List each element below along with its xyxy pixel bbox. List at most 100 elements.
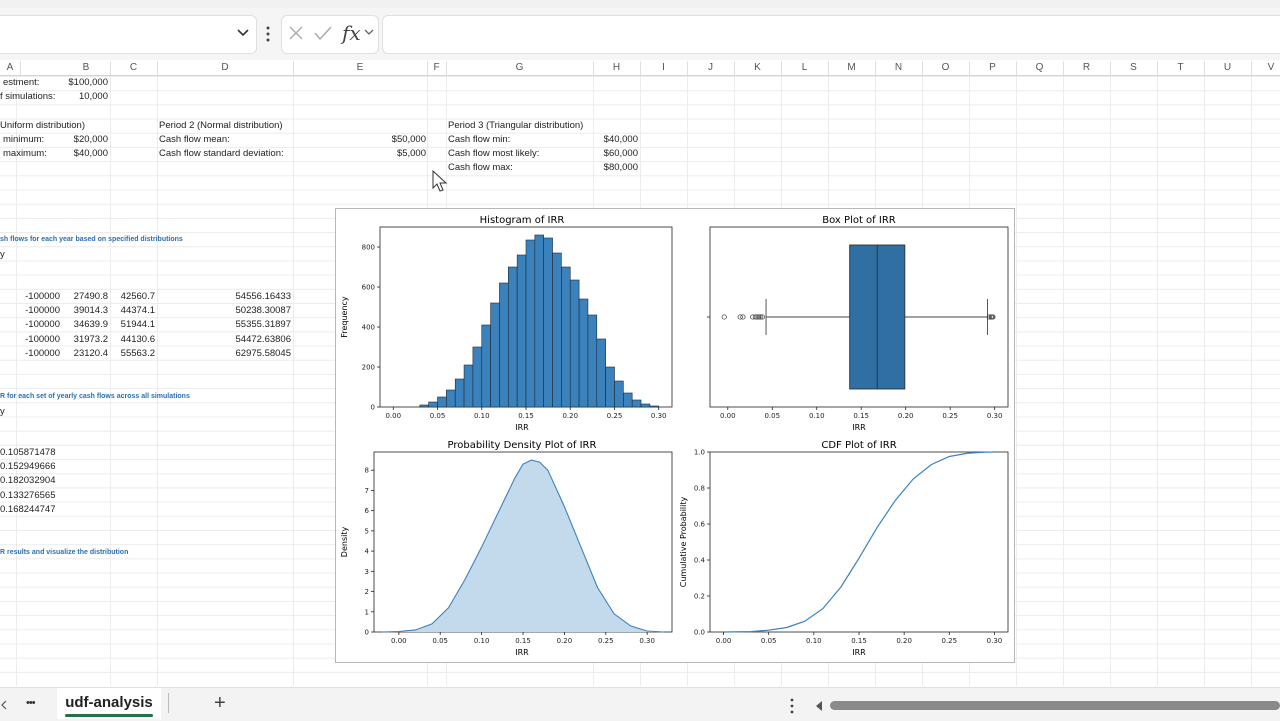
column-header-p[interactable]: P bbox=[969, 61, 1017, 75]
histogram-ytick-label: 200 bbox=[362, 364, 375, 372]
add-sheet-button[interactable]: + bbox=[214, 692, 226, 714]
column-header-c[interactable]: C bbox=[110, 61, 158, 75]
cell-e-mean[interactable]: $50,000 bbox=[391, 134, 426, 145]
cashflow-cell[interactable]: 42560.7 bbox=[120, 291, 155, 302]
cell-d-mean[interactable]: Cash flow mean: bbox=[159, 134, 230, 145]
options-icon[interactable] bbox=[788, 697, 796, 715]
column-header-q[interactable]: Q bbox=[1016, 61, 1064, 75]
column-header-r[interactable]: R bbox=[1063, 61, 1111, 75]
histogram-bar bbox=[569, 279, 580, 408]
column-header-i[interactable]: I bbox=[640, 61, 688, 75]
column-header-j[interactable]: J bbox=[687, 61, 735, 75]
chevron-down-icon[interactable] bbox=[236, 25, 250, 39]
cashflow-cell[interactable]: 50238.30087 bbox=[235, 305, 291, 317]
cashflow-cell[interactable]: 55355.31897 bbox=[235, 319, 291, 331]
cell-a-simulations[interactable]: f simulations: bbox=[0, 91, 56, 102]
column-header-v[interactable]: V bbox=[1251, 61, 1280, 75]
cell-d-std[interactable]: Cash flow standard deviation: bbox=[159, 148, 284, 159]
irr-value-cell[interactable]: 0.152949666 bbox=[0, 461, 56, 473]
cell-b-simulations[interactable]: 10,000 bbox=[78, 91, 108, 102]
cashflow-cell[interactable]: 51944.1 bbox=[120, 319, 155, 331]
note-cashflows[interactable]: sh flows for each year based on specifie… bbox=[0, 236, 183, 243]
irr-value-cell[interactable]: 0.182032904 bbox=[0, 475, 56, 487]
cell-h-likely[interactable]: $60,000 bbox=[603, 148, 638, 159]
column-header-m[interactable]: M bbox=[828, 61, 876, 75]
cashflow-cell[interactable]: 34639.9 bbox=[73, 319, 108, 331]
irr-chart-image[interactable]: Histogram of IRR 0.00 0.05 0.10 0.15 0.20 0.2… bbox=[335, 208, 1015, 663]
column-header-u[interactable]: U bbox=[1204, 61, 1252, 75]
density-ytick-label: 0 bbox=[365, 629, 369, 637]
insert-function-button[interactable]: fx bbox=[342, 21, 361, 45]
horizontal-scrollbar[interactable] bbox=[830, 701, 1280, 710]
cashflow-cell[interactable]: -100000 bbox=[25, 291, 60, 302]
name-box[interactable] bbox=[0, 15, 257, 54]
column-header-h[interactable]: H bbox=[593, 61, 641, 75]
irr-value-cell[interactable]: 0.105871478 bbox=[0, 447, 56, 458]
cancel-icon[interactable] bbox=[288, 25, 304, 41]
cell-b-max[interactable]: $40,000 bbox=[73, 148, 108, 159]
column-gridline bbox=[1204, 76, 1205, 686]
column-header-a[interactable]: A bbox=[0, 61, 21, 75]
histogram-title: Histogram of IRR bbox=[480, 215, 565, 226]
histogram-ylabel: Frequency bbox=[340, 296, 349, 338]
cashflow-cell[interactable]: -100000 bbox=[25, 333, 60, 345]
more-options-icon[interactable] bbox=[263, 24, 273, 44]
column-header-l[interactable]: L bbox=[781, 61, 829, 75]
cell-e-std[interactable]: $5,000 bbox=[396, 148, 426, 159]
cashflow-cell[interactable]: -100000 bbox=[25, 305, 60, 317]
cell-d-period2[interactable]: Period 2 (Normal distribution) bbox=[159, 120, 283, 131]
boxplot-outlier bbox=[759, 314, 766, 320]
cell-h-min[interactable]: $40,000 bbox=[603, 134, 638, 145]
note-irr[interactable]: R for each set of yearly cash flows acro… bbox=[0, 393, 190, 400]
irr-value-cell[interactable]: 0.133276565 bbox=[0, 489, 56, 501]
cashflow-cell[interactable]: 39014.3 bbox=[73, 305, 108, 317]
cashflow-cell[interactable]: 62975.58045 bbox=[235, 347, 291, 359]
scroll-tabs-left-icon[interactable] bbox=[0, 700, 8, 710]
column-header-k[interactable]: K bbox=[734, 61, 782, 75]
cashflow-cell[interactable]: 44374.1 bbox=[120, 305, 155, 317]
boxplot-xtick-label: 0.30 bbox=[987, 412, 1003, 420]
cell-a-max[interactable]: maximum: bbox=[3, 148, 47, 159]
column-header-f[interactable]: F bbox=[427, 61, 447, 75]
cashflow-cell[interactable]: -100000 bbox=[25, 319, 60, 331]
cell-a-investment[interactable]: estment: bbox=[3, 77, 40, 88]
cell-h-max[interactable]: $80,000 bbox=[603, 162, 638, 173]
column-header-t[interactable]: T bbox=[1157, 61, 1205, 75]
cell-b-investment[interactable]: $100,000 bbox=[68, 77, 108, 88]
sheet-tab-udf-analysis[interactable]: udf-analysis bbox=[57, 688, 161, 719]
irr-value-cell[interactable]: 0.168244747 bbox=[0, 503, 56, 515]
cashflow-cell[interactable]: 31973.2 bbox=[73, 333, 108, 345]
note-visualize[interactable]: R results and visualize the distribution bbox=[0, 549, 129, 556]
cashflow-cell[interactable]: 44130.6 bbox=[120, 333, 155, 345]
cashflow-cell[interactable]: 27490.8 bbox=[73, 291, 108, 302]
density-ytick-label: 8 bbox=[365, 467, 369, 475]
scroll-left-icon[interactable] bbox=[814, 700, 824, 712]
cell-g-min[interactable]: Cash flow min: bbox=[448, 134, 511, 145]
cell-g-max[interactable]: Cash flow max: bbox=[448, 162, 513, 173]
cdf-ytick-label: 0.8 bbox=[694, 485, 705, 493]
column-header-e[interactable]: E bbox=[293, 61, 428, 75]
note-cashflows-sub[interactable]: y bbox=[0, 249, 5, 260]
column-header-o[interactable]: O bbox=[922, 61, 970, 75]
column-header-n[interactable]: N bbox=[875, 61, 923, 75]
column-header-b[interactable]: B bbox=[62, 61, 111, 75]
formula-input[interactable] bbox=[382, 15, 1280, 54]
cell-a-min[interactable]: minimum: bbox=[3, 134, 45, 145]
cashflow-cell[interactable]: 23120.4 bbox=[73, 347, 108, 359]
boxplot-outlier bbox=[740, 314, 746, 320]
cashflow-cell[interactable]: 55563.2 bbox=[120, 347, 155, 359]
note-irr-sub[interactable]: y bbox=[0, 406, 5, 417]
chevron-down-icon[interactable] bbox=[364, 27, 374, 37]
column-header-d[interactable]: D bbox=[157, 61, 294, 75]
confirm-icon[interactable] bbox=[314, 25, 332, 41]
cell-a-uniform[interactable]: Uniform distribution) bbox=[0, 120, 85, 131]
cell-g-likely[interactable]: Cash flow most likely: bbox=[448, 148, 540, 159]
more-sheets-button[interactable]: ••• bbox=[26, 697, 36, 709]
column-header-g[interactable]: G bbox=[446, 61, 594, 75]
cashflow-cell[interactable]: 54472.63806 bbox=[235, 333, 291, 345]
cell-b-min[interactable]: $20,000 bbox=[73, 134, 108, 145]
cashflow-cell[interactable]: -100000 bbox=[25, 347, 60, 359]
cashflow-cell[interactable]: 54556.16433 bbox=[235, 291, 291, 302]
cell-g-period3[interactable]: Period 3 (Triangular distribution) bbox=[448, 120, 584, 131]
column-header-s[interactable]: S bbox=[1110, 61, 1158, 75]
